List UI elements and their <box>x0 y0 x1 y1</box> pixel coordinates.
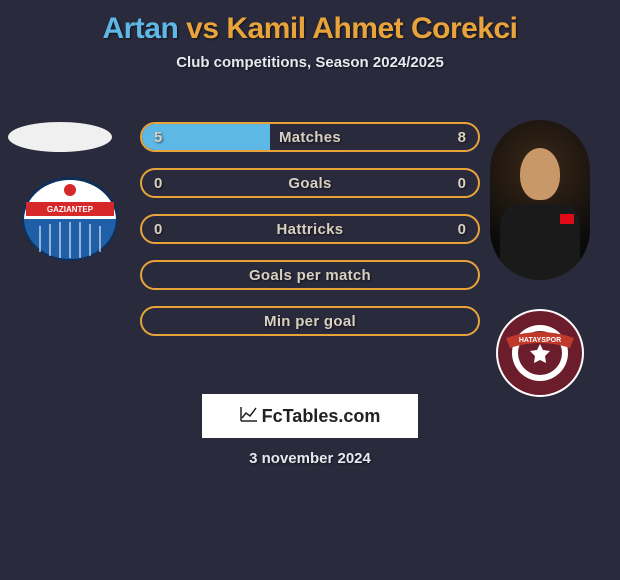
stat-label: Hattricks <box>142 221 478 238</box>
player-right-avatar <box>490 120 590 280</box>
stat-row: 0Hattricks0 <box>140 214 480 244</box>
player-left-avatar <box>8 122 112 152</box>
stat-label: Min per goal <box>142 313 478 330</box>
club-left-crest: GAZIANTEP <box>20 176 120 262</box>
title-player-left: Artan <box>102 12 178 45</box>
stats-table: 5Matches80Goals00Hattricks0Goals per mat… <box>140 122 480 352</box>
stat-right-value: 0 <box>458 221 466 238</box>
stat-row: 5Matches8 <box>140 122 480 152</box>
watermark-text: FcTables.com <box>262 406 381 427</box>
subtitle: Club competitions, Season 2024/2025 <box>0 54 620 71</box>
stat-label: Goals <box>142 175 478 192</box>
title-vs: vs <box>178 12 226 45</box>
stat-label: Goals per match <box>142 267 478 284</box>
stat-row: Min per goal <box>140 306 480 336</box>
stat-right-value: 0 <box>458 175 466 192</box>
stat-row: Goals per match <box>140 260 480 290</box>
comparison-infographic: Artan vs Kamil Ahmet Corekci Club compet… <box>0 0 620 580</box>
stat-row: 0Goals0 <box>140 168 480 198</box>
avatar-face <box>520 148 560 200</box>
watermark-badge: FcTables.com <box>202 394 418 438</box>
svg-text:GAZIANTEP: GAZIANTEP <box>47 205 94 214</box>
title-player-right: Kamil Ahmet Corekci <box>226 12 517 45</box>
avatar-flag-patch <box>560 214 574 224</box>
svg-text:HATAYSPOR: HATAYSPOR <box>519 337 561 344</box>
club-right-crest: HATAYSPOR <box>488 308 592 398</box>
chart-icon <box>240 406 258 427</box>
date-label: 3 november 2024 <box>0 450 620 467</box>
stat-label: Matches <box>142 129 478 146</box>
page-title: Artan vs Kamil Ahmet Corekci <box>0 0 620 46</box>
stat-right-value: 8 <box>458 129 466 146</box>
